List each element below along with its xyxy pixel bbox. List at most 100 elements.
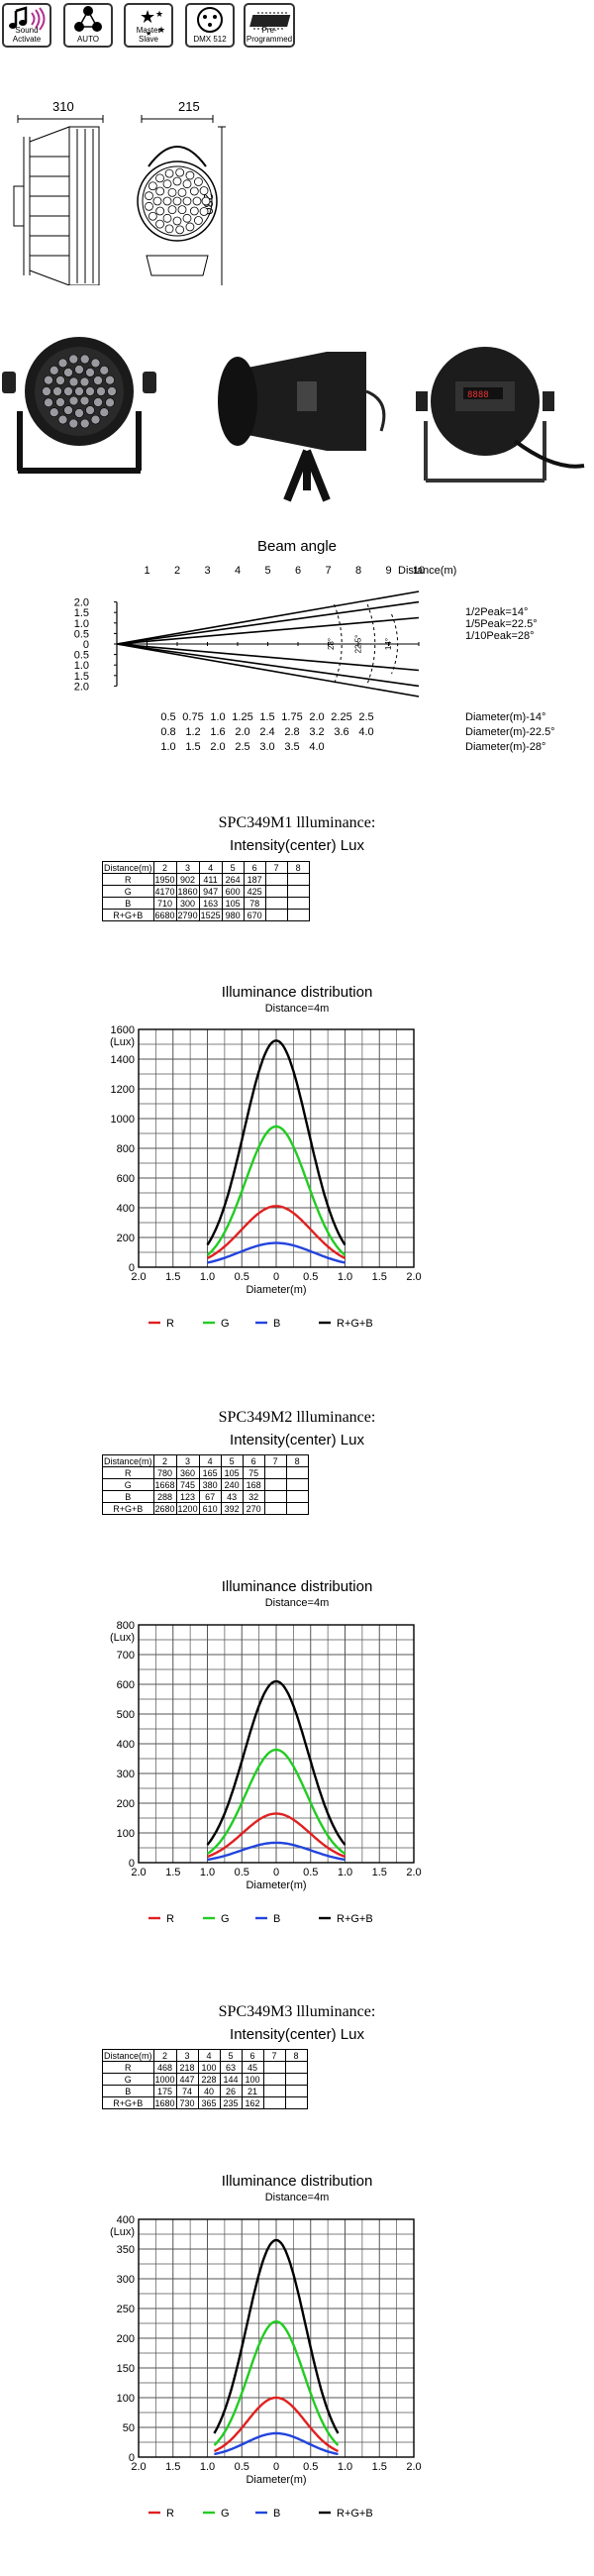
led-circle (155, 219, 164, 229)
table-cell: 392 (220, 1502, 244, 1515)
table-cell: 4170 (152, 885, 177, 898)
distance-tick: 6 (295, 565, 301, 577)
intensity-table: Distance(m) 2 3 4 5 6 7 8 R 468 218 100 63 45 G 1000 447… (102, 2049, 308, 2109)
led-lens (90, 414, 101, 425)
distance-tick: 10 (413, 565, 425, 577)
x-axis-label: Diameter(m) (246, 1284, 306, 1296)
led-circle (175, 167, 185, 177)
table-cell: B (102, 2085, 154, 2097)
intensity-table: Distance(m) 2 3 4 5 6 7 8 R 780 360 165 105 75 G 1668 74… (102, 1454, 309, 1515)
y-tick-label: 700 (117, 1650, 135, 1662)
series-line-r (207, 1812, 346, 1859)
y-tick-label: 1200 (111, 1084, 135, 1096)
table-cell: 105 (221, 897, 245, 910)
table-cell: 670 (243, 909, 266, 921)
led-lens (52, 386, 62, 396)
led-circle (164, 168, 174, 178)
table-cell: 5 (219, 2049, 243, 2062)
table-cell (285, 1490, 309, 1503)
table-cell: 2 (152, 1454, 177, 1467)
table-cell: 105 (220, 1466, 244, 1479)
led-lens (105, 375, 115, 385)
led-lens (63, 386, 73, 396)
plot-border (138, 1028, 415, 1268)
distance-tick: 1 (144, 565, 149, 577)
diameter-value: 1.2 (185, 726, 200, 738)
series-line-g (213, 2319, 340, 2446)
x-tick-label: 2.0 (131, 1867, 146, 1878)
legend-label: B (273, 1318, 280, 1330)
y-tick-label: 0 (129, 1262, 135, 1274)
legend-label: R+G+B (337, 2508, 373, 2520)
table-cell: 3 (175, 2049, 199, 2062)
table-cell (286, 897, 310, 910)
led-circle (162, 196, 172, 206)
y-tick-label: 800 (117, 1620, 135, 1632)
x-tick-label: 1.5 (165, 1271, 180, 1283)
table-row: R+G+B 1680 730 365 235 162 (102, 2096, 308, 2109)
led-lens (96, 386, 106, 396)
table-cell: 228 (197, 2073, 221, 2086)
distance-tick: 8 (355, 565, 361, 577)
table-cell: 730 (175, 2096, 199, 2109)
led-circle (152, 196, 162, 206)
table-cell: 8 (286, 861, 310, 874)
table-cell (264, 885, 288, 898)
table-cell (264, 873, 288, 886)
pre-programmed-badge: Pre-Programmed (244, 3, 295, 48)
led-lens (85, 368, 95, 377)
table-cell: R (102, 1466, 154, 1479)
table-cell (285, 1466, 309, 1479)
x-tick-label: 2.0 (131, 1271, 146, 1283)
led-lens (107, 386, 117, 396)
x-tick-label: 1.5 (372, 1867, 387, 1878)
led-circle (177, 205, 187, 215)
svg-text:★: ★ (146, 30, 151, 37)
table-cell: 1000 (152, 2073, 177, 2086)
table-cell: 175 (152, 2085, 177, 2097)
table-cell: 2 (152, 861, 177, 874)
diameter-value: 3.2 (309, 726, 324, 738)
music-note-icon (9, 6, 46, 31)
led-lens (68, 354, 79, 365)
table-cell: Distance(m) (102, 1454, 154, 1467)
table-cell: 187 (243, 873, 266, 886)
table-cell (284, 2085, 308, 2097)
diameter-row-label: Diameter(m)-14° (465, 711, 545, 723)
table-cell (284, 2061, 308, 2074)
table-cell: 163 (198, 897, 223, 910)
table-cell: 100 (197, 2061, 221, 2074)
led-lens (93, 376, 103, 385)
distance-axis-label: Distance(m) (398, 565, 456, 577)
led-lens (99, 365, 110, 376)
svg-text:★: ★ (140, 7, 155, 28)
table-cell: 7 (263, 1454, 287, 1467)
illuminance-chart: 0 50 100 150 200 250 300 350 400(Lux) 2.0 1.5 1.0 0.… (110, 2214, 422, 2520)
y-axis-label: (Lux) (110, 2226, 135, 2238)
diameter-value: 2.5 (235, 741, 249, 753)
y-tick-label: 400 (117, 2214, 135, 2226)
plot-border (138, 1624, 415, 1864)
table-cell: 144 (219, 2073, 243, 2086)
table-cell: 360 (175, 1466, 200, 1479)
beam-angle-diagram: 1 2 3 4 5 6 7 8 9 10Distance(m)2.01.51.00.500.51.… (74, 565, 555, 753)
y-tick-label: 200 (117, 1798, 135, 1810)
series-line-r (213, 2396, 340, 2453)
table-cell: 8 (285, 1454, 309, 1467)
led-circle (164, 224, 174, 234)
table-cell: 5 (220, 1454, 244, 1467)
beam-y-tick: 1.0 (74, 660, 89, 672)
table-cell: 74 (175, 2085, 199, 2097)
table-cell (263, 1478, 287, 1491)
illuminance-chart: 0 200 400 600 800 1000 1200 1400 1600(Lux) 2.0 1.5… (110, 1024, 422, 1330)
y-tick-label: 150 (117, 2363, 135, 2375)
table-cell (286, 873, 310, 886)
table-cell: 218 (175, 2061, 199, 2074)
table-row: R+G+B 2680 1200 610 392 270 (102, 1502, 309, 1515)
legend-label: G (221, 2508, 230, 2520)
table-cell: 1680 (152, 2096, 177, 2109)
chart-subtitle: Distance=4m (264, 1003, 330, 1015)
table-cell: 123 (175, 1490, 200, 1503)
diameter-value: 3.6 (334, 726, 348, 738)
led-circle (167, 205, 177, 215)
